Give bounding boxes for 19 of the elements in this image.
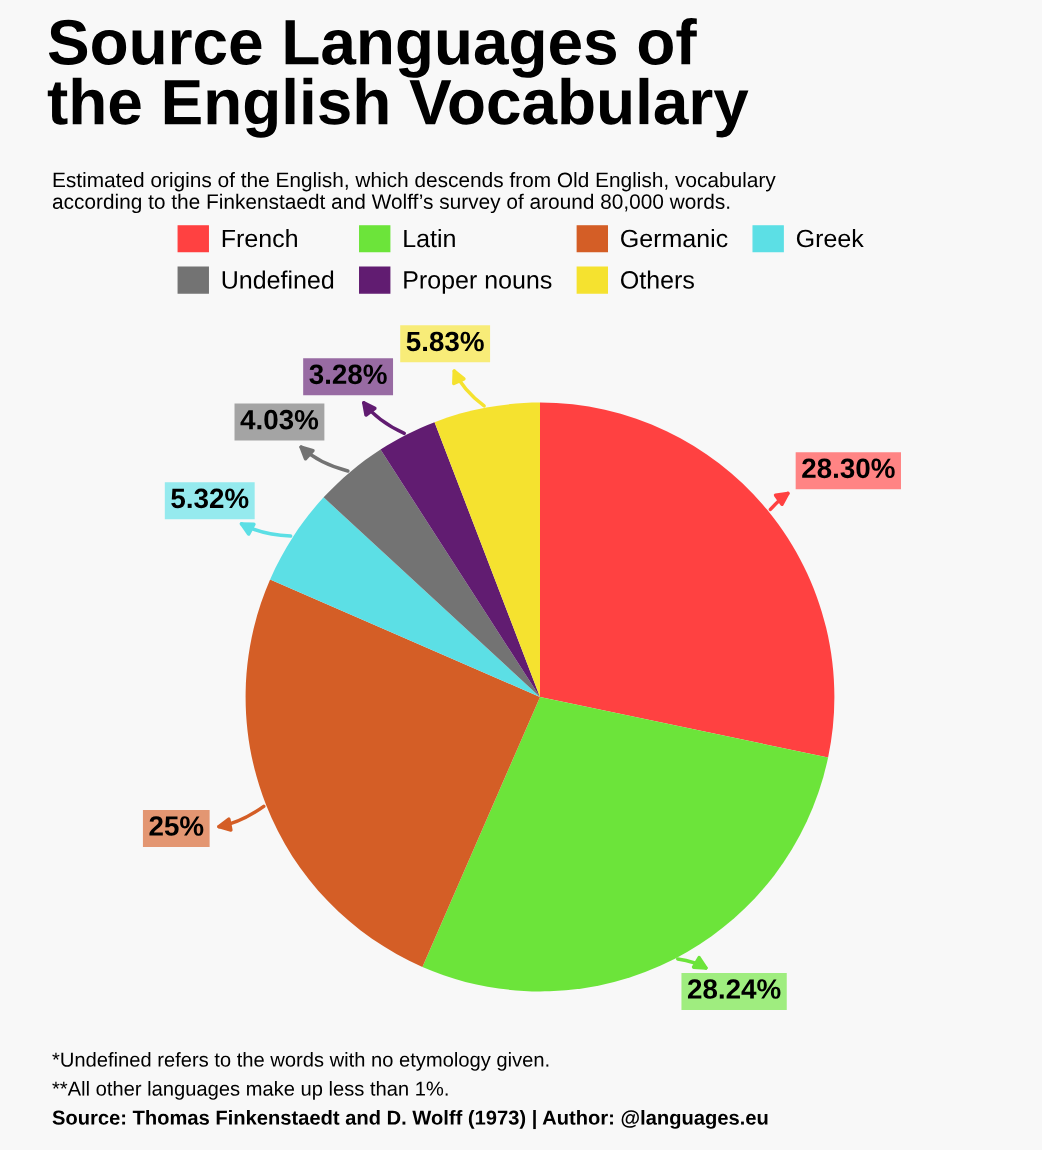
data-label: 28.24% <box>687 979 781 999</box>
data-label: 5.83% <box>406 331 484 352</box>
legend-label: Others <box>621 270 694 289</box>
data-label: 3.28% <box>309 364 387 385</box>
source-note: Source: Thomas Finkenstaedt and D. Wolff (1973) | Author: @languages.eu <box>52 1110 768 1130</box>
text: *Undefined refers to the words with no etymology given. <box>52 1052 549 1071</box>
legend-label: Latin <box>404 229 455 248</box>
chart-subtitle: Estimated origins of the English, which descends from Old English, vocabulary according to the Finkenstaedt and Wolff’s survey of around 80,000 words. <box>52 172 776 214</box>
legend-label: Germanic <box>621 229 728 248</box>
data-label: 5.32% <box>171 488 249 509</box>
data-label: 28.30% <box>802 458 895 479</box>
legend-label: French <box>222 229 297 248</box>
chart-title: Source Languages of the English Vocabulary <box>47 18 749 138</box>
legend-label: Greek <box>796 229 864 248</box>
data-label: 25% <box>149 816 204 836</box>
legend-label: Undefined <box>222 270 334 289</box>
legend-label: Proper nouns <box>404 271 552 294</box>
text: **All other languages make up less than 1%. <box>52 1081 448 1100</box>
data-label: 4.03% <box>240 409 319 430</box>
